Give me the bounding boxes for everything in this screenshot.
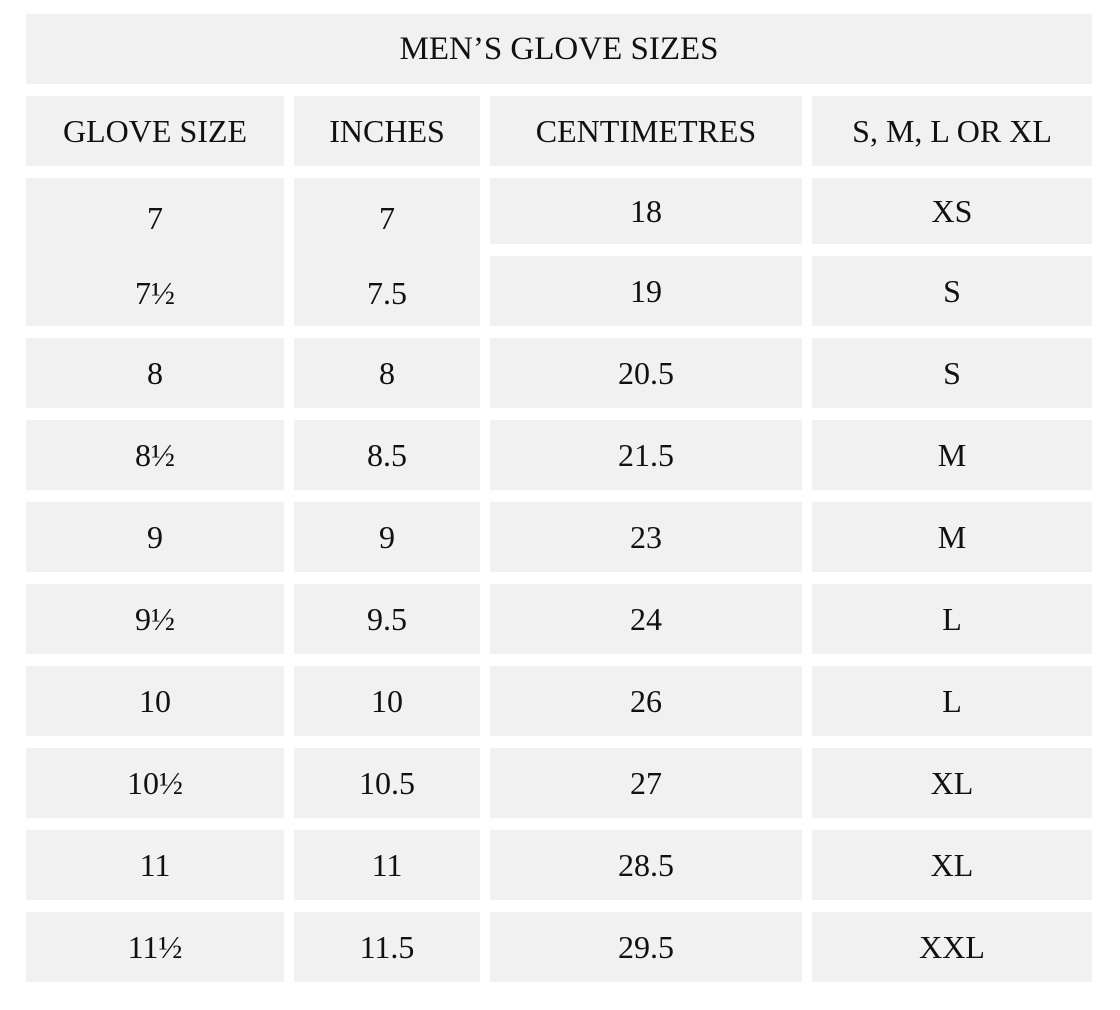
table-cell-size: L (812, 584, 1092, 654)
table-cell-centimetres: 29.5 (490, 912, 802, 982)
table-cell-glove-size: 7 (147, 199, 163, 236)
table-cell-centimetres: 28.5 (490, 830, 802, 900)
table-cell-inches: 10.5 (294, 748, 480, 818)
table-cell-glove-size: 11 (26, 830, 284, 900)
table-cell-size: XS (812, 178, 1092, 244)
table-cell-inches: 9.5 (294, 584, 480, 654)
table-cell-inches: 10 (294, 666, 480, 736)
table-cell-glove-size: 11½ (26, 912, 284, 982)
table-cell-inches: 7.5 (367, 274, 407, 311)
table-cell-centimetres: 27 (490, 748, 802, 818)
table-cell-size: S (812, 338, 1092, 408)
table-cell-centimetres: 19 (490, 256, 802, 326)
header-centimetres: CENTIMETRES (490, 96, 802, 166)
table-cell-glove-size: 10½ (26, 748, 284, 818)
table-cell-size: L (812, 666, 1092, 736)
table-cell-centimetres: 18 (490, 178, 802, 244)
table-cell-size: S (812, 256, 1092, 326)
table-cell-size: M (812, 502, 1092, 572)
table-cell-inches: 11.5 (294, 912, 480, 982)
table-cell-centimetres: 20.5 (490, 338, 802, 408)
table-cell-inches: 8.5 (294, 420, 480, 490)
table-cell-glove-size: 9½ (26, 584, 284, 654)
header-letter-size: S, M, L OR XL (812, 96, 1092, 166)
table-cell-inches: 9 (294, 502, 480, 572)
table-cell-glove-size: 9 (26, 502, 284, 572)
table-cell-inches: 11 (294, 830, 480, 900)
table-cell-size: XL (812, 830, 1092, 900)
header-inches: INCHES (294, 96, 480, 166)
table-cell-centimetres: 24 (490, 584, 802, 654)
table-cell-size: M (812, 420, 1092, 490)
table-cell-size: XXL (812, 912, 1092, 982)
table-cell-inches: 8 (294, 338, 480, 408)
table-cell-glove-size: 8½ (26, 420, 284, 490)
table-cell-inches-merged: 7 7.5 (294, 178, 480, 326)
table-cell-inches: 7 (379, 199, 395, 236)
table-cell-centimetres: 21.5 (490, 420, 802, 490)
table-cell-glove-size: 8 (26, 338, 284, 408)
table-cell-size: XL (812, 748, 1092, 818)
table-cell-glove-size: 7½ (135, 274, 175, 311)
header-glove-size: GLOVE SIZE (26, 96, 284, 166)
table-cell-centimetres: 26 (490, 666, 802, 736)
table-title: MEN’S GLOVE SIZES (26, 14, 1092, 84)
table-cell-glove-size-merged: 7 7½ (26, 178, 284, 326)
table-cell-glove-size: 10 (26, 666, 284, 736)
table-cell-centimetres: 23 (490, 502, 802, 572)
